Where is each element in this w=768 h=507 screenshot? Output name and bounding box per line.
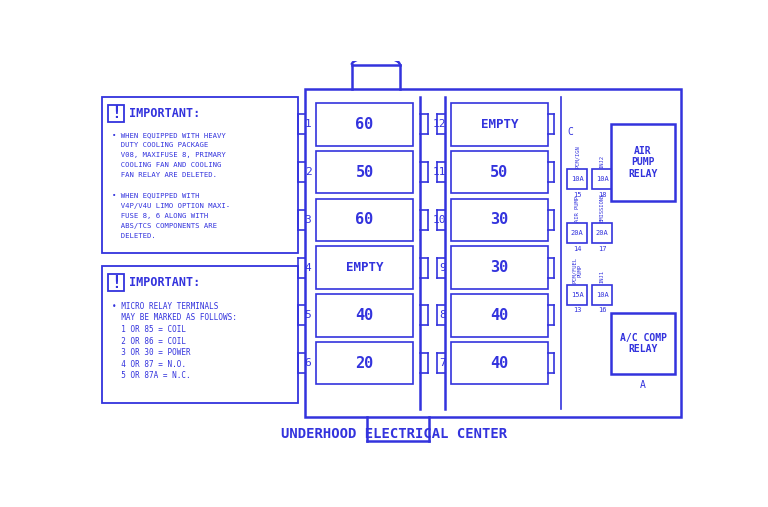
Text: ABS/TCS COMPONENTS ARE: ABS/TCS COMPONENTS ARE (111, 223, 217, 229)
Text: A: A (641, 380, 646, 390)
Text: 10: 10 (433, 215, 446, 225)
Text: 2: 2 (305, 167, 312, 177)
Text: 30: 30 (490, 260, 508, 275)
Text: 10A: 10A (596, 176, 608, 183)
Text: 14: 14 (573, 245, 581, 251)
Text: 15A: 15A (571, 292, 584, 298)
Bar (451, 342, 548, 384)
Text: AIR
PUMP
RELAY: AIR PUMP RELAY (628, 146, 658, 179)
Text: V08, MAXIFUSE 8, PRIMARY: V08, MAXIFUSE 8, PRIMARY (111, 153, 225, 159)
Bar (316, 151, 413, 193)
Bar (316, 199, 413, 241)
Text: 20A: 20A (571, 230, 584, 236)
Text: DELETED.: DELETED. (111, 233, 155, 239)
Bar (592, 169, 612, 190)
Text: C: C (568, 127, 573, 137)
Text: • MICRO RELAY TERMINALS: • MICRO RELAY TERMINALS (111, 302, 218, 311)
Text: 6: 6 (305, 358, 312, 368)
Text: 10A: 10A (571, 176, 584, 183)
Text: 5: 5 (305, 310, 312, 320)
Bar (592, 223, 612, 243)
Bar (316, 342, 413, 384)
Text: IMPORTANT:: IMPORTANT: (128, 106, 200, 120)
Bar (108, 274, 124, 291)
Text: 15: 15 (573, 192, 581, 198)
Text: 3 OR 30 = POWER: 3 OR 30 = POWER (111, 348, 190, 357)
Text: DUTY COOLING PACKAGE: DUTY COOLING PACKAGE (111, 142, 208, 149)
Text: 4: 4 (305, 263, 312, 273)
Bar (316, 246, 413, 289)
Bar (108, 105, 124, 122)
Text: 17: 17 (598, 245, 606, 251)
Bar (451, 294, 548, 337)
Text: 40: 40 (356, 308, 374, 323)
Text: 20A: 20A (596, 230, 608, 236)
Bar (611, 124, 675, 201)
Text: V4P/V4U LIMO OPTION MAXI-: V4P/V4U LIMO OPTION MAXI- (111, 202, 230, 208)
Bar (451, 199, 548, 241)
Text: 60: 60 (356, 117, 374, 132)
Text: 13: 13 (573, 307, 581, 313)
Bar (102, 97, 297, 252)
Bar (568, 223, 588, 243)
Text: PCM/FUEL
PUMP: PCM/FUEL PUMP (572, 258, 583, 283)
Text: IMPORTANT:: IMPORTANT: (128, 276, 200, 289)
Bar (102, 267, 297, 404)
Text: AIR PUMP: AIR PUMP (574, 196, 580, 222)
Bar (568, 169, 588, 190)
Text: 50: 50 (490, 165, 508, 179)
Text: 30: 30 (490, 212, 508, 227)
Bar (611, 313, 675, 374)
Text: !: ! (111, 104, 121, 122)
Text: INJ2: INJ2 (600, 155, 604, 168)
Text: 18: 18 (598, 192, 606, 198)
Text: 60: 60 (356, 212, 374, 227)
Bar (592, 285, 612, 305)
Text: 40: 40 (490, 308, 508, 323)
Text: FAN RELAY ARE DELETED.: FAN RELAY ARE DELETED. (111, 172, 217, 178)
Text: 3: 3 (305, 215, 312, 225)
Text: EMPTY: EMPTY (481, 118, 518, 131)
Text: 9: 9 (439, 263, 446, 273)
Text: MAY BE MARKED AS FOLLOWS:: MAY BE MARKED AS FOLLOWS: (111, 313, 237, 322)
Text: 11: 11 (433, 167, 446, 177)
Text: • WHEN EQUIPPED WITH HEAVY: • WHEN EQUIPPED WITH HEAVY (111, 132, 225, 138)
Text: 4 OR 87 = N.O.: 4 OR 87 = N.O. (111, 359, 186, 369)
Text: 2 OR 86 = COIL: 2 OR 86 = COIL (111, 337, 186, 345)
Bar (316, 103, 413, 146)
Text: 5 OR 87A = N.C.: 5 OR 87A = N.C. (111, 371, 190, 380)
Text: INJ1: INJ1 (600, 270, 604, 283)
Text: 16: 16 (598, 307, 606, 313)
Text: A/C COMP
RELAY: A/C COMP RELAY (620, 333, 667, 354)
Bar (451, 151, 548, 193)
Text: 12: 12 (433, 119, 446, 129)
Text: EMPTY: EMPTY (346, 261, 383, 274)
Bar (305, 89, 681, 417)
Bar (568, 285, 588, 305)
Text: 1: 1 (305, 119, 312, 129)
Text: 8: 8 (439, 310, 446, 320)
Text: UNDERHOOD ELECTRICAL CENTER: UNDERHOOD ELECTRICAL CENTER (280, 427, 507, 441)
Bar (316, 294, 413, 337)
Text: EMISSIONS: EMISSIONS (600, 193, 604, 222)
Text: 20: 20 (356, 355, 374, 371)
Bar (451, 103, 548, 146)
Bar (451, 246, 548, 289)
Text: 10A: 10A (596, 292, 608, 298)
Text: 7: 7 (439, 358, 446, 368)
Text: PCM/IGN: PCM/IGN (574, 145, 580, 168)
Text: 50: 50 (356, 165, 374, 179)
Text: 1 OR 85 = COIL: 1 OR 85 = COIL (111, 325, 186, 334)
Text: COOLING FAN AND COOLING: COOLING FAN AND COOLING (111, 162, 221, 168)
Text: 40: 40 (490, 355, 508, 371)
Text: FUSE 8, 6 ALONG WITH: FUSE 8, 6 ALONG WITH (111, 212, 208, 219)
Text: !: ! (111, 274, 121, 292)
Text: • WHEN EQUIPPED WITH: • WHEN EQUIPPED WITH (111, 193, 199, 199)
